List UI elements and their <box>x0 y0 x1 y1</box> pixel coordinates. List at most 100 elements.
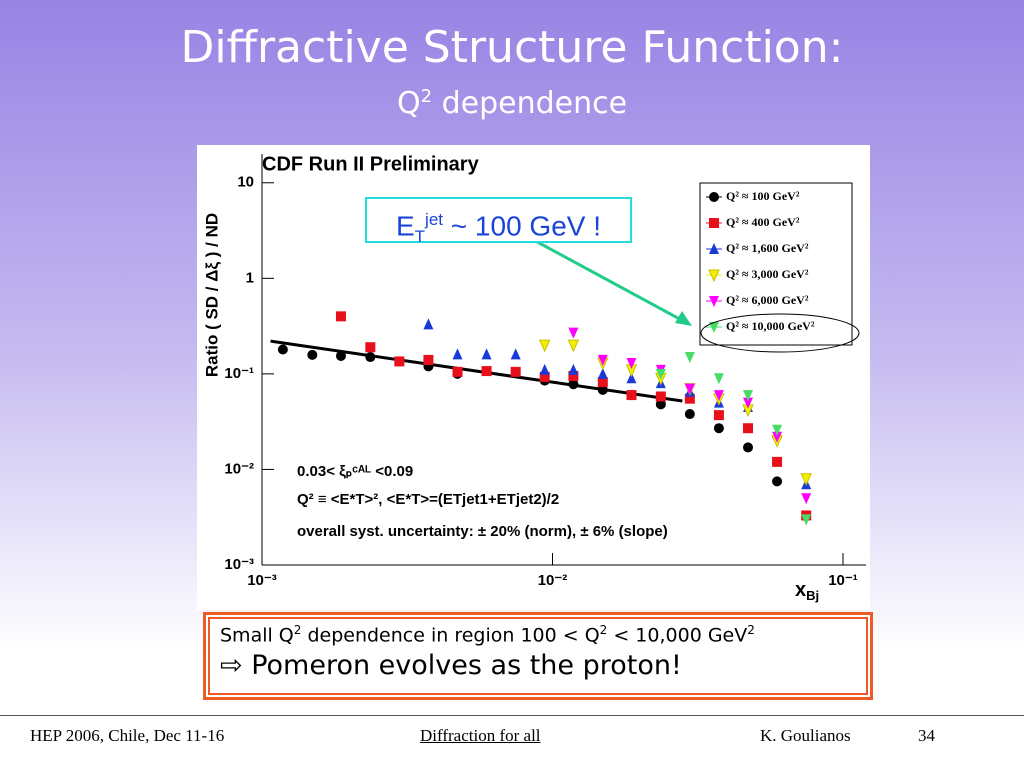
highlight-ellipse <box>700 313 860 353</box>
y-tick-label: 10 <box>237 174 254 191</box>
point <box>709 192 719 202</box>
point <box>365 342 376 353</box>
point <box>365 352 376 363</box>
point <box>684 383 695 395</box>
point <box>597 354 608 366</box>
legend-label: Q² ≈ 1,600 GeV² <box>726 241 809 255</box>
subtitle-part: dependence <box>432 86 628 121</box>
x-label-sub: Bj <box>806 588 819 603</box>
conclusion-line: Small Q2 dependence in region 100 < Q2 <… <box>220 623 856 646</box>
point <box>481 348 492 360</box>
point <box>708 269 720 283</box>
legend-label: Q² ≈ 10,000 GeV² <box>726 319 815 333</box>
point <box>452 366 463 377</box>
y-tick-label: 10⁻² <box>224 460 254 477</box>
point <box>684 409 695 420</box>
footer-rule <box>0 715 1024 716</box>
point <box>709 296 719 307</box>
point <box>568 379 579 390</box>
point <box>335 350 346 361</box>
y-axis-label: Ratio ( SD / Δξ ) / ND <box>202 213 221 377</box>
point <box>539 363 550 375</box>
page-number: 34 <box>918 726 935 745</box>
sup: 2 <box>747 623 755 637</box>
point <box>713 423 724 434</box>
point <box>772 431 783 443</box>
point <box>597 384 608 395</box>
x-tick-label: 10⁻¹ <box>828 572 858 589</box>
footer-left: HEP 2006, Chile, Dec 11-16 <box>30 726 225 745</box>
point <box>743 442 754 453</box>
point <box>743 397 754 409</box>
point <box>568 371 579 382</box>
slide-subtitle: Q2 dependence <box>0 86 1024 121</box>
callout-sub: T <box>414 226 426 246</box>
point <box>626 372 637 384</box>
text: Small Q <box>220 624 294 647</box>
legend-label: Q² ≈ 400 GeV² <box>726 215 800 229</box>
x-tick-label: 10⁻² <box>538 572 568 589</box>
point <box>538 339 551 353</box>
text: Pomeron evolves as the proton! <box>242 650 682 682</box>
conclusion-line: ⇨ Pomeron evolves as the proton! <box>220 650 856 681</box>
point <box>626 390 637 401</box>
point <box>684 352 695 364</box>
point <box>772 424 783 436</box>
point <box>597 367 608 379</box>
annotation: Q² ≡ <E*T>², <E*T>=(ETjet1+ETjet2)/2 <box>297 491 559 508</box>
point <box>423 354 434 365</box>
callout-sup: jet <box>425 210 444 229</box>
point <box>684 393 695 404</box>
point <box>568 363 579 375</box>
point <box>423 318 434 330</box>
sup: 2 <box>293 623 302 637</box>
point <box>626 357 637 369</box>
point <box>709 322 719 333</box>
x-axis-label: xBj <box>795 579 819 603</box>
y-tick-label: 1 <box>246 269 254 286</box>
point <box>801 514 812 526</box>
point <box>655 391 666 402</box>
callout: ETjet ~ 100 GeV ! <box>365 197 632 246</box>
point <box>277 344 288 355</box>
point <box>510 348 521 360</box>
legend-label: Q² ≈ 6,000 GeV² <box>726 293 809 307</box>
annotation: 0.03< ξₚᶜᴬᴸ <0.09 <box>297 463 413 480</box>
callout-arrowhead <box>675 311 692 326</box>
point <box>655 368 666 380</box>
point <box>568 327 579 339</box>
footer-link[interactable]: Diffraction for all <box>420 726 541 745</box>
annotation: overall syst. uncertainty: ± 20% (norm),… <box>297 523 668 540</box>
point <box>335 311 346 322</box>
conclusion-box: Small Q2 dependence in region 100 < Q2 <… <box>203 612 873 700</box>
x-label-main: x <box>795 579 806 601</box>
point <box>510 366 521 377</box>
point <box>743 390 754 402</box>
point <box>743 423 754 434</box>
text: < 10,000 GeV <box>607 624 748 647</box>
point <box>713 390 724 402</box>
point <box>713 410 724 421</box>
y-tick-label: 10⁻¹ <box>224 365 254 382</box>
point <box>713 373 724 385</box>
y-tick-label: 10⁻³ <box>224 556 254 573</box>
point <box>539 371 550 382</box>
point <box>800 473 812 486</box>
point <box>567 339 580 353</box>
subtitle-sup: 2 <box>420 86 433 107</box>
callout-arrow <box>529 236 688 325</box>
callout-part: ~ 100 GeV ! <box>443 210 602 242</box>
point <box>452 348 463 360</box>
callout-part: E <box>395 210 415 242</box>
sup: 2 <box>599 623 608 637</box>
arrow: ⇨ <box>220 650 243 682</box>
point <box>709 243 719 254</box>
text: dependence in region 100 < Q <box>301 624 600 647</box>
point <box>772 456 783 467</box>
fit-line <box>270 339 683 403</box>
point <box>801 493 812 505</box>
point <box>655 399 666 410</box>
point <box>772 476 783 487</box>
legend-label: Q² ≈ 3,000 GeV² <box>726 267 809 281</box>
